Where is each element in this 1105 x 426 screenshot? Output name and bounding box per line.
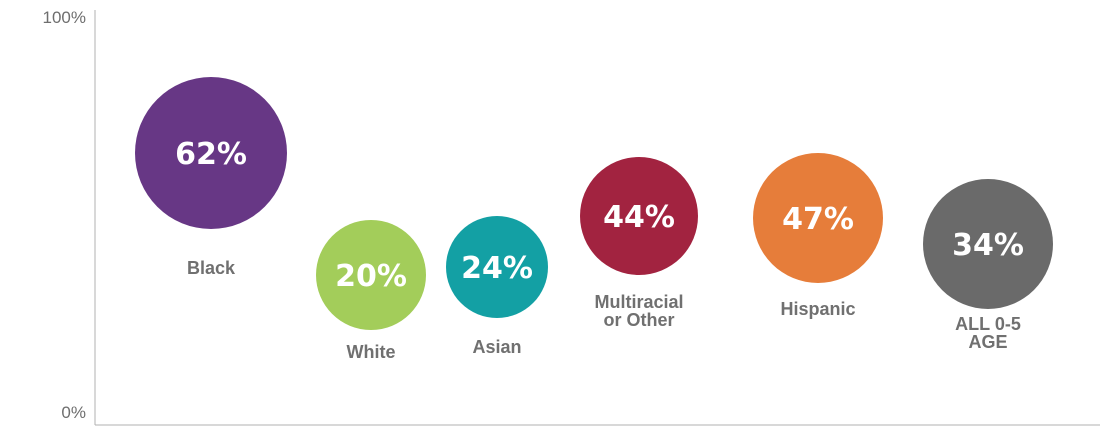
category-label-asian: Asian [472, 337, 521, 357]
value-label-all-0-5-age: 34% [952, 228, 1024, 263]
category-label-hispanic: Hispanic [780, 299, 855, 319]
category-label-all-0-5-age: ALL 0-5 AGE [955, 314, 1021, 352]
category-label-black: Black [187, 258, 236, 278]
bubble-black [135, 77, 287, 229]
value-label-hispanic: 47% [782, 202, 854, 237]
bubble-all-0-5-age [923, 179, 1053, 309]
y-tick-label-100: 100% [42, 8, 86, 27]
value-label-asian: 24% [461, 251, 533, 286]
bubble-multiracial-or-other [580, 157, 698, 275]
category-label-multiracial-or-other: Multiracial or Other [594, 292, 683, 330]
value-label-white: 20% [335, 259, 407, 294]
y-tick-label-0: 0% [61, 403, 86, 422]
category-label-white: White [347, 342, 396, 362]
bubble-hispanic [753, 153, 883, 283]
value-label-black: 62% [175, 137, 247, 172]
bubble-asian [446, 216, 548, 318]
value-label-multiracial-or-other: 44% [603, 200, 675, 235]
bubble-white [316, 220, 426, 330]
